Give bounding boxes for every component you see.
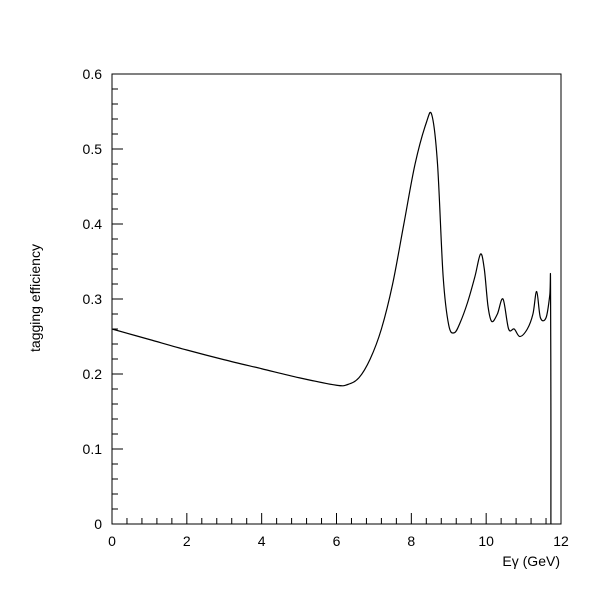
x-tick-label: 0 xyxy=(108,533,116,549)
plot-frame xyxy=(111,73,562,525)
x-tick-label: 4 xyxy=(258,533,266,549)
y-tick-label: 0.5 xyxy=(83,141,103,157)
y-axis-label: tagging efficiency xyxy=(27,244,43,352)
y-tick-label: 0.4 xyxy=(83,216,103,232)
y-tick-label: 0.6 xyxy=(83,66,103,82)
x-tick-label: 10 xyxy=(478,533,494,549)
efficiency-curve xyxy=(111,111,552,525)
axis-tick-labels: 0 2 4 6 8 10 12 0 0.1 0.2 0.3 0.4 0.5 0.6 xyxy=(83,66,569,549)
y-tick-label: 0.2 xyxy=(83,366,103,382)
axis-ticks xyxy=(111,73,562,525)
x-tick-label: 12 xyxy=(553,533,569,549)
y-tick-label: 0.3 xyxy=(83,291,103,307)
x-tick-label: 2 xyxy=(183,533,191,549)
x-tick-label: 6 xyxy=(333,533,341,549)
x-tick-label: 8 xyxy=(407,533,415,549)
x-axis-label: Eγ (GeV) xyxy=(502,553,560,569)
y-tick-label: 0.1 xyxy=(83,441,103,457)
y-tick-label: 0 xyxy=(94,516,102,532)
